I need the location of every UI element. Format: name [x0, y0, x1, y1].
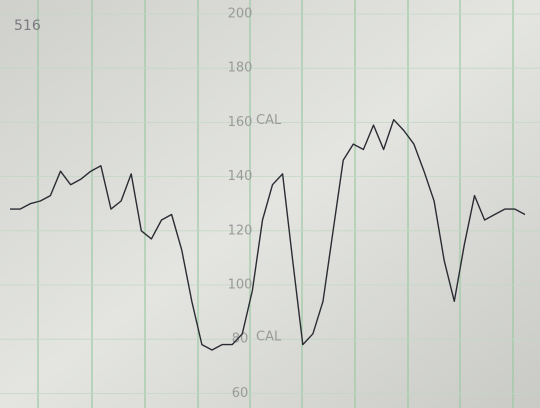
- y-tick-label: 180: [228, 61, 253, 76]
- y-tick-label: 60: [232, 386, 249, 401]
- annotation: CAL: [256, 113, 282, 128]
- y-tick-label: 120: [228, 223, 253, 238]
- y-tick-label: 160: [228, 115, 253, 130]
- fhr-trace: [10, 119, 526, 351]
- y-tick-label: 200: [228, 7, 253, 22]
- y-tick-label: 100: [228, 278, 253, 293]
- chart-title: 516: [14, 18, 41, 34]
- annotation: CAL: [256, 330, 282, 345]
- y-tick-label: 80: [232, 332, 249, 347]
- y-tick-label: 140: [228, 169, 253, 184]
